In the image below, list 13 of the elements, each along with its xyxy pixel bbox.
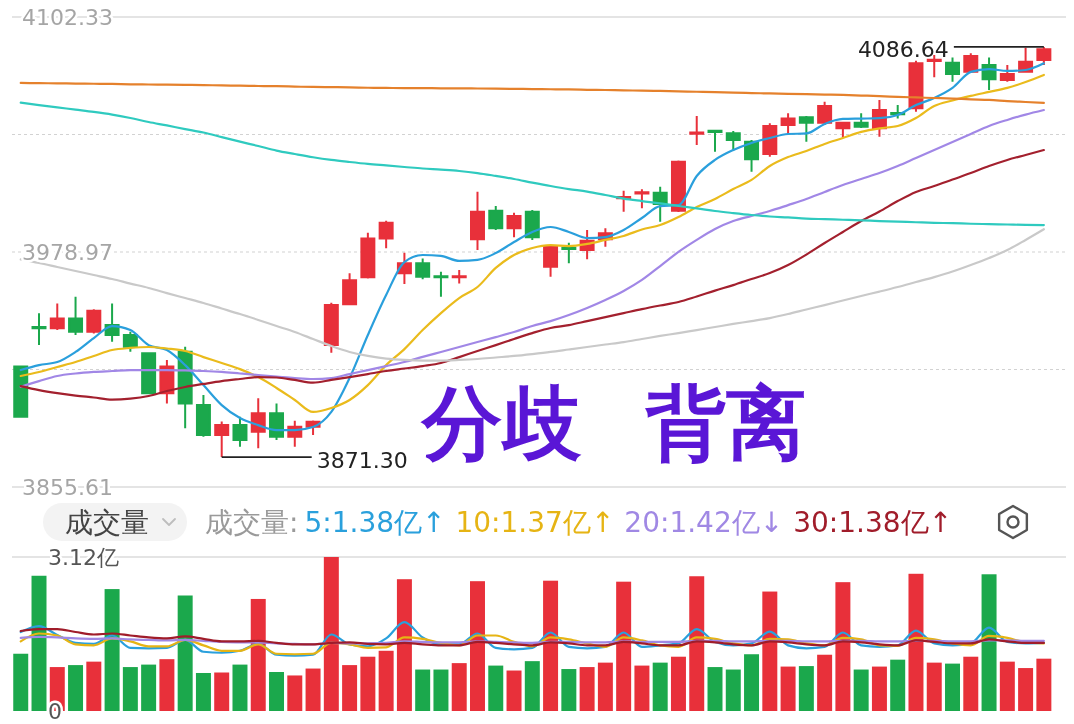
text: 10:1.37亿↑: [455, 505, 615, 539]
text: 20:1.42亿↓: [624, 505, 784, 539]
text: 30:1.38亿↑: [793, 505, 953, 539]
y-tick-label: 3978.97: [22, 239, 113, 265]
chart-title: 成交量: [65, 505, 149, 539]
annotation: 4086.64: [857, 37, 949, 63]
y-tick-label: 4102.33: [22, 4, 113, 30]
text: 5:1.38亿↑: [304, 505, 446, 539]
y-tick-label: 3855.61: [22, 474, 113, 500]
y-tick-label: 3.12亿: [48, 544, 119, 570]
annotation: 3871.30: [316, 447, 408, 473]
legend-title: 成交量:: [205, 505, 299, 539]
annotation: 分歧 背离: [420, 377, 807, 471]
